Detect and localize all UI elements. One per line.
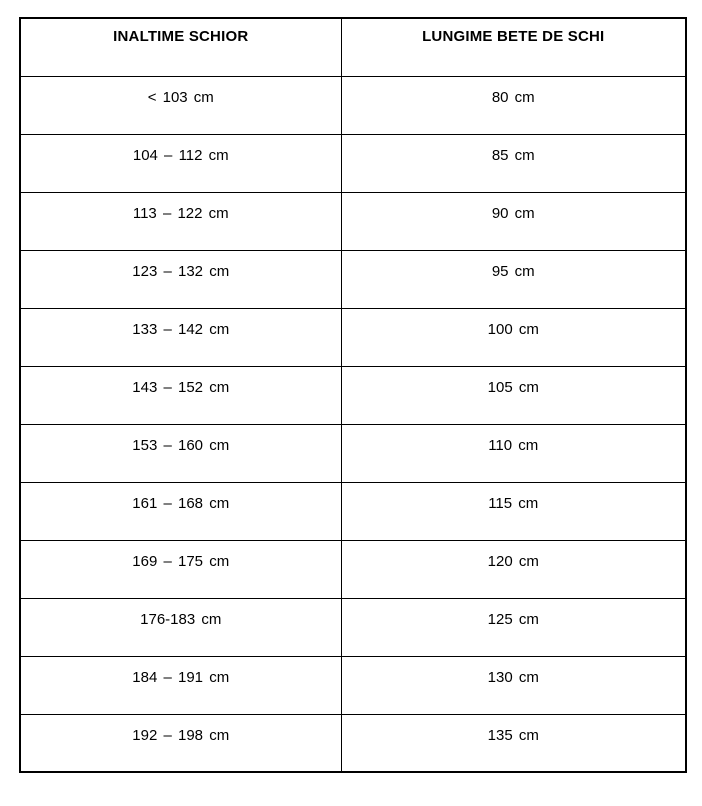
cell-pole-length: 90 cm [340, 191, 687, 251]
table-row: 153 – 160 cm 110 cm [19, 423, 687, 483]
header-row: INALTIME SCHIOR LUNGIME BETE DE SCHI [19, 17, 687, 77]
column-header-skier-height: INALTIME SCHIOR [19, 17, 342, 77]
table-body: < 103 cm 80 cm 104 – 112 cm 85 cm 113 – 122 … [19, 75, 687, 773]
cell-pole-length: 125 cm [340, 597, 687, 657]
cell-pole-length: 110 cm [340, 423, 687, 483]
cell-pole-length: 95 cm [340, 249, 687, 309]
ski-pole-size-chart: INALTIME SCHIOR LUNGIME BETE DE SCHI < 1… [19, 17, 687, 773]
table-row: 133 – 142 cm 100 cm [19, 307, 687, 367]
table-row: 176-183 cm 125 cm [19, 597, 687, 657]
size-chart-table: INALTIME SCHIOR LUNGIME BETE DE SCHI < 1… [19, 17, 687, 773]
column-header-pole-length: LUNGIME BETE DE SCHI [340, 17, 687, 77]
table-row: 192 – 198 cm 135 cm [19, 713, 687, 773]
table-row: 161 – 168 cm 115 cm [19, 481, 687, 541]
cell-pole-length: 105 cm [340, 365, 687, 425]
cell-skier-height: 169 – 175 cm [19, 539, 342, 599]
cell-skier-height: 123 – 132 cm [19, 249, 342, 309]
cell-skier-height: 192 – 198 cm [19, 713, 342, 773]
cell-skier-height: 104 – 112 cm [19, 133, 342, 193]
table-row: 184 – 191 cm 130 cm [19, 655, 687, 715]
cell-pole-length: 100 cm [340, 307, 687, 367]
table-row: 104 – 112 cm 85 cm [19, 133, 687, 193]
table-row: 169 – 175 cm 120 cm [19, 539, 687, 599]
table-header: INALTIME SCHIOR LUNGIME BETE DE SCHI [19, 17, 687, 77]
cell-skier-height: < 103 cm [19, 75, 342, 135]
cell-pole-length: 135 cm [340, 713, 687, 773]
table-row: 143 – 152 cm 105 cm [19, 365, 687, 425]
cell-pole-length: 80 cm [340, 75, 687, 135]
cell-skier-height: 153 – 160 cm [19, 423, 342, 483]
cell-pole-length: 120 cm [340, 539, 687, 599]
cell-skier-height: 133 – 142 cm [19, 307, 342, 367]
table-row: < 103 cm 80 cm [19, 75, 687, 135]
cell-pole-length: 130 cm [340, 655, 687, 715]
cell-skier-height: 176-183 cm [19, 597, 342, 657]
cell-skier-height: 113 – 122 cm [19, 191, 342, 251]
cell-skier-height: 184 – 191 cm [19, 655, 342, 715]
table-row: 113 – 122 cm 90 cm [19, 191, 687, 251]
cell-pole-length: 85 cm [340, 133, 687, 193]
cell-skier-height: 161 – 168 cm [19, 481, 342, 541]
cell-skier-height: 143 – 152 cm [19, 365, 342, 425]
cell-pole-length: 115 cm [340, 481, 687, 541]
table-row: 123 – 132 cm 95 cm [19, 249, 687, 309]
